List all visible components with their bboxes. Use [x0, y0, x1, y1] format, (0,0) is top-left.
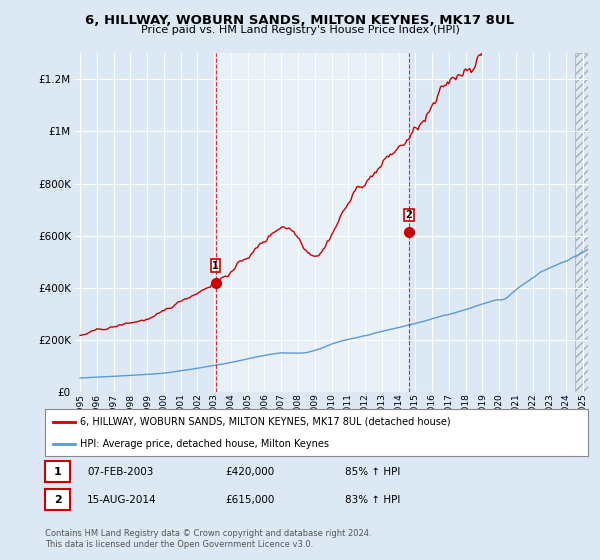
Text: Contains HM Land Registry data © Crown copyright and database right 2024.
This d: Contains HM Land Registry data © Crown c… [45, 529, 371, 549]
Text: 83% ↑ HPI: 83% ↑ HPI [345, 494, 400, 505]
Text: Price paid vs. HM Land Registry's House Price Index (HPI): Price paid vs. HM Land Registry's House … [140, 25, 460, 35]
Text: 07-FEB-2003: 07-FEB-2003 [87, 466, 154, 477]
Text: 2: 2 [54, 494, 61, 505]
Bar [215, 53, 409, 392]
Text: 85% ↑ HPI: 85% ↑ HPI [345, 466, 400, 477]
Bar [575, 53, 600, 392]
Text: 15-AUG-2014: 15-AUG-2014 [87, 494, 157, 505]
Text: HPI: Average price, detached house, Milton Keynes: HPI: Average price, detached house, Milt… [80, 438, 329, 449]
Text: £420,000: £420,000 [225, 466, 274, 477]
Text: 1: 1 [54, 466, 61, 477]
Text: £615,000: £615,000 [225, 494, 274, 505]
Text: 6, HILLWAY, WOBURN SANDS, MILTON KEYNES, MK17 8UL: 6, HILLWAY, WOBURN SANDS, MILTON KEYNES,… [85, 14, 515, 27]
Text: 1: 1 [212, 261, 219, 271]
Text: 6, HILLWAY, WOBURN SANDS, MILTON KEYNES, MK17 8UL (detached house): 6, HILLWAY, WOBURN SANDS, MILTON KEYNES,… [80, 417, 451, 427]
Text: 2: 2 [406, 210, 412, 220]
